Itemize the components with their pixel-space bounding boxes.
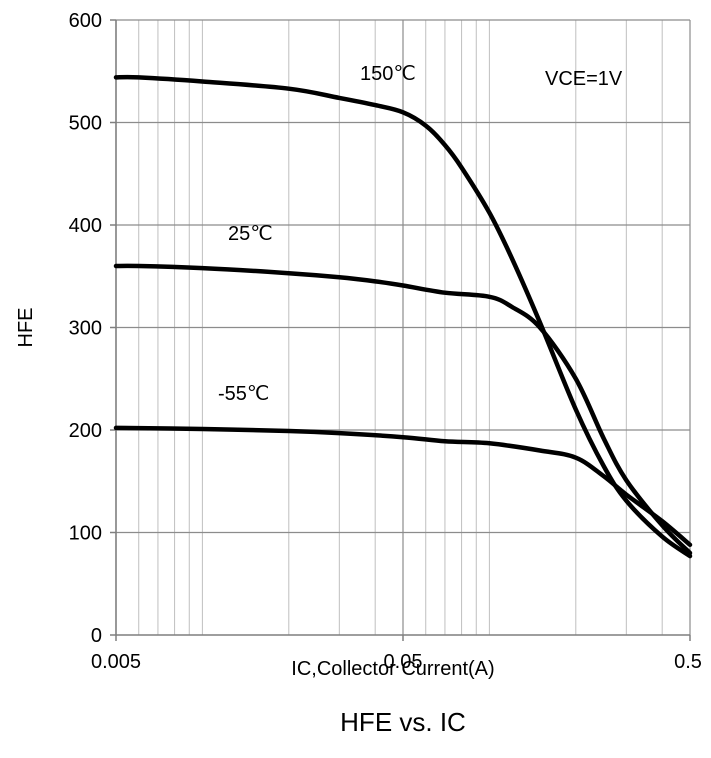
y-tick-label: 500 <box>69 113 102 135</box>
series-label-1: 150℃ <box>360 63 416 85</box>
x-axis-title: IC,Collector Current(A) <box>291 658 494 680</box>
chart-title: HFE vs. IC <box>340 707 466 737</box>
labels: 0 100 200 300 400 500 600 0.005 0.05 0.5 IC,Collec… <box>15 10 702 737</box>
axes <box>110 19 691 641</box>
series-layer <box>113 74 693 559</box>
series-label-2: 25℃ <box>228 223 273 245</box>
x-tick-label: 0.5 <box>674 651 702 673</box>
series-line-3 <box>113 425 693 548</box>
y-tick-label: 400 <box>69 215 102 237</box>
x-tick-label: 0.05 <box>384 651 423 673</box>
y-axis-title: HFE <box>15 308 37 348</box>
y-tick-label: 600 <box>69 10 102 32</box>
y-tick-label: 100 <box>69 523 102 545</box>
grid <box>115 19 691 635</box>
series-label-3: -55℃ <box>218 383 269 405</box>
vce-annotation: VCE=1V <box>545 68 623 90</box>
series-line-1 <box>113 74 693 559</box>
y-tick-label: 300 <box>69 318 102 340</box>
y-tick-label: 0 <box>91 625 102 647</box>
y-tick-label: 200 <box>69 420 102 442</box>
x-tick-label: 0.005 <box>91 651 141 673</box>
series-line-2 <box>113 263 693 556</box>
